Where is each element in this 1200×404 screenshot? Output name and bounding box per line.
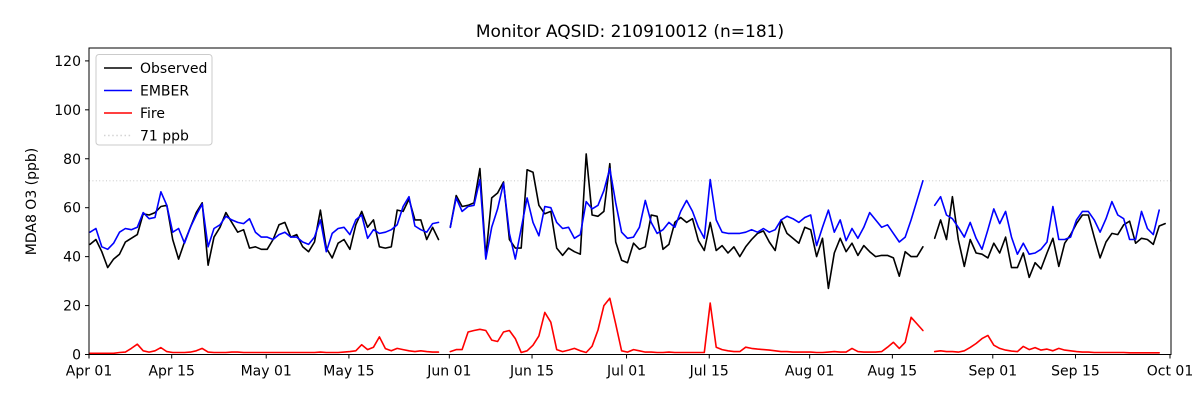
legend-label-fire: Fire bbox=[140, 106, 165, 122]
x-tick-label: May 15 bbox=[323, 364, 374, 380]
y-tick-label: 80 bbox=[63, 152, 81, 168]
legend: Observed EMBER Fire 71 ppb bbox=[95, 54, 213, 146]
x-tick-label: Jul 01 bbox=[606, 364, 646, 380]
y-tick-label: 60 bbox=[63, 201, 81, 217]
x-tick-label: Apr 15 bbox=[148, 364, 194, 380]
x-tick-label: Aug 15 bbox=[868, 364, 918, 380]
chart-title: Monitor AQSID: 210910012 (n=181) bbox=[476, 22, 784, 42]
x-axis-ticks: Apr 01 Apr 15 May 01 May 15 Jun 01 Jun 15 Jul … bbox=[66, 354, 1193, 380]
x-tick-label: Jul 15 bbox=[689, 364, 729, 380]
x-tick-label: Sep 01 bbox=[968, 364, 1017, 380]
legend-label-ember: EMBER bbox=[140, 84, 189, 100]
legend-label-observed: Observed bbox=[140, 61, 207, 77]
x-tick-label: Aug 01 bbox=[785, 364, 835, 380]
y-tick-label: 40 bbox=[63, 250, 81, 266]
observed-series-line bbox=[89, 153, 1166, 290]
plot-area-border bbox=[88, 47, 1172, 355]
series-lines-group bbox=[89, 153, 1166, 355]
legend-label-threshold: 71 ppb bbox=[140, 129, 189, 145]
fire-series-line bbox=[89, 297, 1160, 355]
x-tick-label: Jun 15 bbox=[509, 364, 554, 380]
y-tick-label: 100 bbox=[54, 103, 81, 119]
x-tick-label: Jun 01 bbox=[426, 364, 471, 380]
x-tick-label: May 01 bbox=[241, 364, 292, 380]
y-axis-ticks: 0 20 40 60 80 100 120 bbox=[54, 54, 89, 364]
legend-box bbox=[95, 54, 213, 146]
y-tick-label: 120 bbox=[54, 54, 81, 70]
y-tick-label: 0 bbox=[72, 348, 81, 364]
x-tick-label: Sep 15 bbox=[1051, 364, 1100, 380]
ember-series-line bbox=[89, 167, 1160, 260]
y-axis-label: MDA8 O3 (ppb) bbox=[24, 148, 40, 256]
x-tick-label: Apr 01 bbox=[66, 364, 112, 380]
x-tick-label: Oct 01 bbox=[1147, 364, 1193, 380]
y-tick-label: 20 bbox=[63, 299, 81, 315]
